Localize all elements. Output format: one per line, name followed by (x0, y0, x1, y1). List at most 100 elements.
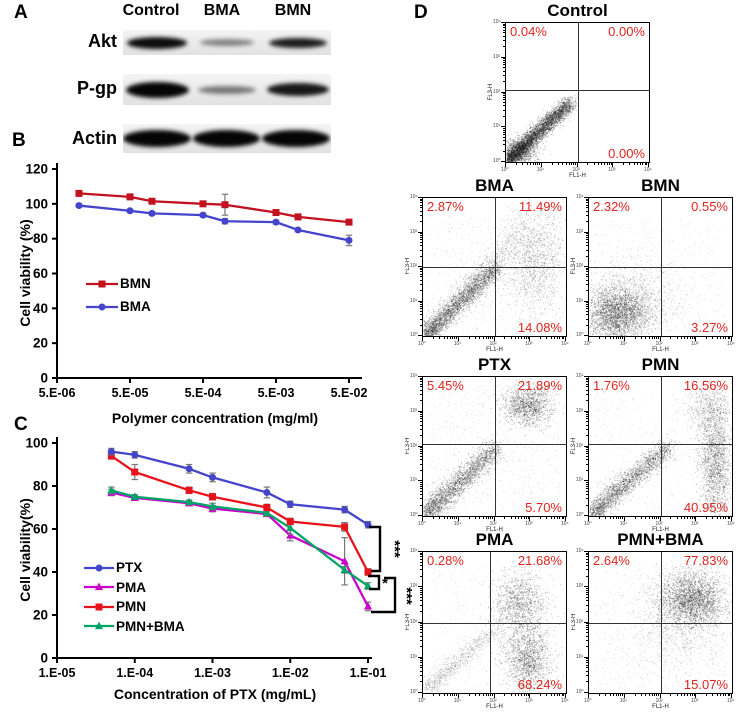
y-minor-tick (420, 569, 422, 571)
x-minor-tick (687, 694, 689, 696)
x-minor-tick (561, 337, 563, 339)
y-minor-tick (420, 276, 422, 278)
x-minor-tick (573, 163, 575, 165)
y-minor-tick (420, 241, 422, 243)
x-minor-tick (456, 337, 458, 339)
y-minor-tick (586, 314, 588, 316)
y-tick-label: 10³ (576, 228, 584, 235)
y-minor-tick (586, 241, 588, 243)
y-major-tick (501, 91, 505, 93)
y-minor-tick (586, 435, 588, 437)
y-minor-tick (586, 469, 588, 471)
y-minor-tick (420, 233, 422, 235)
quadrant-percent-ul-pmn: 1.76% (593, 378, 630, 393)
y-major-tick (584, 197, 588, 198)
x-tick-label: 10¹ (619, 341, 627, 347)
y-minor-tick (586, 556, 588, 558)
x-minor-tick (620, 337, 622, 339)
y-minor-tick (503, 94, 505, 96)
x-minor-tick (532, 163, 534, 165)
x-minor-tick (609, 694, 611, 696)
y-minor-tick (586, 239, 588, 241)
y-minor-tick (586, 558, 588, 560)
x-major-tick (731, 337, 732, 341)
blot-band-actin-control (123, 130, 191, 147)
y-minor-tick (586, 635, 588, 637)
y-minor-tick (420, 448, 422, 450)
y-minor-tick (586, 624, 588, 626)
y-tick-label: 10¹ (493, 123, 501, 130)
quadrant-percent-lr-pma: 68.24% (517, 677, 562, 692)
y-major-tick (584, 692, 588, 693)
x-tick-label: 10³ (525, 341, 533, 347)
x-minor-tick (515, 694, 517, 696)
y-major-tick (418, 586, 422, 588)
flow-plot-title-pma: PMA (475, 530, 514, 549)
x-tick-label: 10³ (608, 167, 616, 173)
panel-b-label: B (12, 130, 26, 151)
y-minor-tick (503, 35, 505, 37)
x-minor-tick (565, 163, 567, 165)
x-minor-tick (615, 517, 617, 519)
y-major-tick (418, 656, 422, 658)
y-minor-tick (420, 664, 422, 666)
x-major-tick (731, 694, 732, 698)
y-tick-label: 10¹ (410, 477, 418, 484)
x-minor-tick (456, 517, 458, 519)
x-minor-tick (518, 694, 520, 696)
y-minor-tick (503, 29, 505, 31)
y-major-tick (584, 621, 588, 623)
significance-label-1: * (382, 575, 388, 592)
y-minor-tick (420, 389, 422, 391)
quadrant-gate-vertical-ptx (494, 377, 496, 516)
y-major-tick (418, 480, 422, 482)
x-tick-label: 10¹ (453, 341, 461, 347)
x-minor-tick (605, 694, 607, 696)
y-major-tick (418, 551, 422, 552)
x-minor-tick (727, 517, 729, 519)
blot-strip-pgp (123, 74, 331, 105)
x-minor-tick (693, 337, 695, 339)
x-minor-tick (725, 517, 727, 519)
y-major-tick (501, 56, 505, 58)
x-minor-tick (546, 337, 548, 339)
x-minor-tick (559, 694, 561, 696)
x-minor-tick (554, 694, 556, 696)
quadrant-percent-ul-bma: 2.87% (427, 199, 464, 214)
x-minor-tick (598, 163, 600, 165)
x-tick-label: 10³ (525, 698, 533, 704)
x-minor-tick (454, 694, 456, 696)
x-minor-tick (656, 337, 658, 339)
y-major-tick (501, 22, 505, 23)
y-minor-tick (420, 490, 422, 492)
y-minor-tick (586, 377, 588, 379)
flow-y-axis-label-pmn: FL3-H (571, 437, 577, 454)
x-minor-tick (561, 694, 563, 696)
x-minor-tick (474, 337, 476, 339)
y-major-tick (418, 621, 422, 623)
quadrant-percent-ur-control: 0.00% (608, 24, 645, 39)
y-minor-tick (586, 215, 588, 217)
flow-y-axis-label-ptx: FL3-H (405, 437, 411, 454)
svg-text:100: 100 (25, 196, 48, 211)
y-minor-tick (420, 552, 422, 554)
x-minor-tick (691, 694, 693, 696)
x-tick-label: 10⁰ (584, 698, 592, 704)
quadrant-percent-lr-bmn: 3.27% (691, 320, 728, 335)
x-tick-label: 10² (655, 521, 663, 527)
y-minor-tick (420, 450, 422, 452)
x-minor-tick (474, 517, 476, 519)
flow-x-axis-label-pmn-bma: FL1-H (652, 704, 669, 710)
y-major-tick (418, 692, 422, 693)
y-minor-tick (420, 234, 422, 236)
y-minor-tick (503, 150, 505, 152)
y-tick-label: 10⁰ (576, 689, 584, 695)
y-minor-tick (586, 394, 588, 396)
y-minor-tick (420, 632, 422, 634)
y-minor-tick (503, 25, 505, 27)
y-tick-label: 10⁰ (410, 689, 418, 695)
x-minor-tick (729, 337, 731, 339)
x-minor-tick (570, 163, 572, 165)
x-major-tick (493, 517, 495, 521)
y-major-tick (584, 300, 588, 302)
